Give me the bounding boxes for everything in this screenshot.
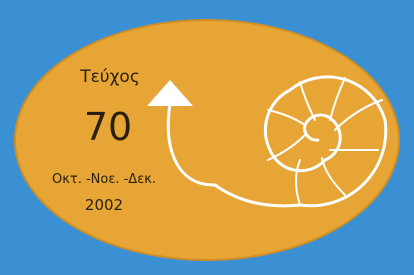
months: Οκτ. -Νοε. -Δεκ. — [52, 172, 156, 187]
issue-number: 70 — [84, 105, 132, 149]
year: 2002 — [85, 196, 123, 214]
label: Τεύχος — [79, 67, 140, 87]
page: {"cover": {"label": "Τεύχος", "number": … — [0, 0, 414, 275]
logo: Τεύχος 70 Οκτ. -Νοε. -Δεκ. 2002 — [0, 0, 414, 275]
